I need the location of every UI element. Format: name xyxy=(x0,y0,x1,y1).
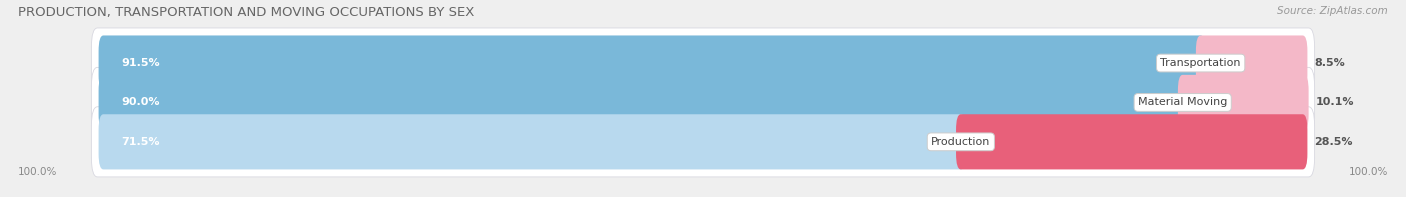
Text: 91.5%: 91.5% xyxy=(121,58,160,68)
FancyBboxPatch shape xyxy=(956,114,1308,169)
Text: PRODUCTION, TRANSPORTATION AND MOVING OCCUPATIONS BY SEX: PRODUCTION, TRANSPORTATION AND MOVING OC… xyxy=(18,6,475,19)
Text: 100.0%: 100.0% xyxy=(1348,167,1388,177)
FancyBboxPatch shape xyxy=(91,67,1315,138)
FancyBboxPatch shape xyxy=(91,28,1315,98)
FancyBboxPatch shape xyxy=(98,75,1188,130)
Text: Source: ZipAtlas.com: Source: ZipAtlas.com xyxy=(1277,6,1388,16)
Text: 90.0%: 90.0% xyxy=(121,98,160,107)
FancyBboxPatch shape xyxy=(1197,35,1308,91)
Text: 8.5%: 8.5% xyxy=(1315,58,1346,68)
Text: Material Moving: Material Moving xyxy=(1137,98,1227,107)
FancyBboxPatch shape xyxy=(98,35,1205,91)
Text: Transportation: Transportation xyxy=(1160,58,1241,68)
FancyBboxPatch shape xyxy=(91,107,1315,177)
Text: 71.5%: 71.5% xyxy=(121,137,160,147)
Text: 28.5%: 28.5% xyxy=(1315,137,1353,147)
Text: 10.1%: 10.1% xyxy=(1316,98,1354,107)
Text: Production: Production xyxy=(931,137,990,147)
FancyBboxPatch shape xyxy=(1178,75,1309,130)
FancyBboxPatch shape xyxy=(98,114,966,169)
Text: 100.0%: 100.0% xyxy=(18,167,58,177)
